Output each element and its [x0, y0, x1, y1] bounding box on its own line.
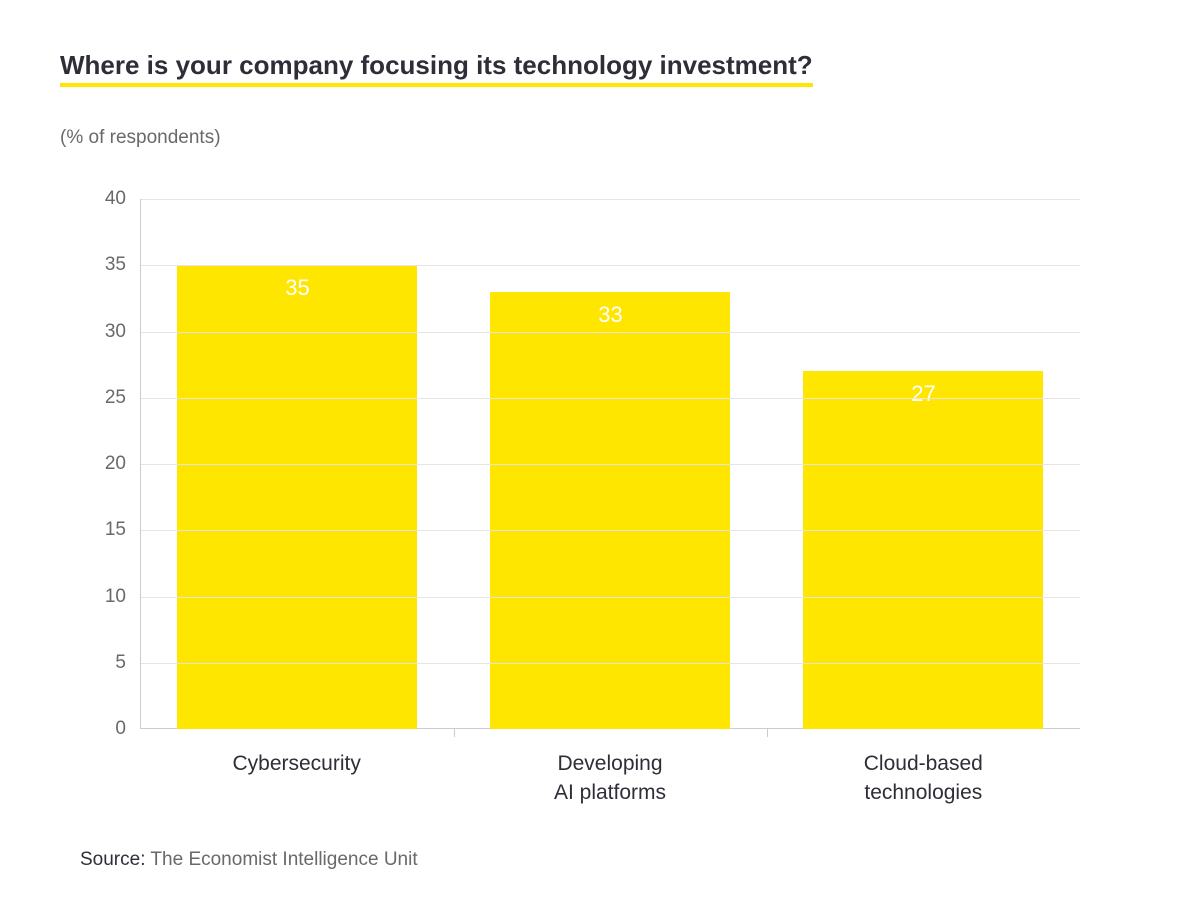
x-axis-labels: CybersecurityDeveloping AI platformsClou…	[140, 749, 1080, 808]
gridline	[141, 464, 1080, 465]
gridline	[141, 199, 1080, 200]
source-citation: Source: The Economist Intelligence Unit	[80, 849, 1140, 871]
y-tick-label: 40	[105, 188, 126, 210]
chart-subtitle: (% of respondents)	[60, 127, 1140, 149]
bar-value-label: 27	[803, 381, 1043, 407]
y-tick-label: 15	[105, 519, 126, 541]
y-tick-label: 10	[105, 586, 126, 608]
chart-container: 0510152025303540 353327 CybersecurityDev…	[80, 199, 1080, 729]
plot-area: 35 33 27	[140, 199, 1080, 729]
gridline	[141, 663, 1080, 664]
bar: 35	[177, 265, 417, 729]
chart-title: Where is your company focusing its techn…	[60, 50, 813, 87]
y-tick-label: 30	[105, 321, 126, 343]
y-tick-label: 20	[105, 453, 126, 475]
gridline	[141, 398, 1080, 399]
gridline	[141, 597, 1080, 598]
source-label: Source:	[80, 849, 145, 870]
x-axis-label: Developing AI platforms	[453, 749, 766, 808]
y-tick-label: 5	[115, 652, 126, 674]
bar-value-label: 33	[490, 302, 730, 328]
y-tick-label: 0	[115, 718, 126, 740]
x-axis-label: Cloud-based technologies	[767, 749, 1080, 808]
y-tick-label: 25	[105, 387, 126, 409]
gridline	[141, 265, 1080, 266]
bar-value-label: 35	[177, 275, 417, 301]
x-tick	[767, 729, 768, 737]
bar: 27	[803, 371, 1043, 729]
y-axis: 0510152025303540	[80, 199, 140, 729]
y-tick-label: 35	[105, 254, 126, 276]
source-text: The Economist Intelligence Unit	[150, 849, 417, 870]
gridline	[141, 332, 1080, 333]
x-tick	[454, 729, 455, 737]
gridline	[141, 530, 1080, 531]
x-axis-label: Cybersecurity	[140, 749, 453, 808]
